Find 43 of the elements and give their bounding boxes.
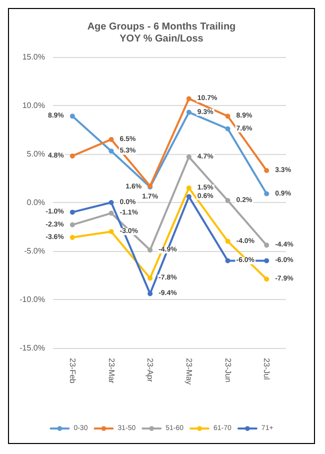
x-tick-label: 23-May	[184, 358, 194, 385]
y-tick-label: 0.0%	[26, 198, 45, 207]
point	[108, 210, 114, 216]
point	[148, 248, 153, 253]
x-tick-label: 23-Mar	[106, 358, 116, 384]
point	[70, 210, 75, 215]
point	[225, 258, 230, 264]
point	[186, 194, 192, 200]
chart-title: Age Groups - 6 Months Trailing	[87, 22, 236, 32]
x-tick-label: 23-Jun	[223, 358, 232, 382]
point	[264, 242, 270, 248]
point	[70, 234, 75, 240]
point	[108, 229, 114, 234]
point	[70, 222, 75, 228]
point	[225, 126, 230, 132]
y-tick-label: -5.0%	[24, 246, 45, 256]
point	[186, 110, 192, 115]
x-tick-label: 23-Apr	[146, 358, 155, 382]
point	[225, 114, 230, 119]
x-tick-label: 23-Feb	[68, 358, 77, 384]
point	[264, 168, 270, 173]
x-tick-label: 23-Jul	[262, 358, 272, 380]
y-tick-label: -10.0%	[20, 295, 45, 304]
point	[148, 291, 153, 296]
point	[225, 238, 230, 244]
point	[264, 276, 270, 282]
y-tick-label: -15.0%	[20, 344, 45, 352]
point	[148, 276, 153, 281]
point	[108, 136, 114, 142]
point	[264, 191, 270, 196]
point	[186, 154, 192, 160]
point	[108, 200, 114, 205]
point	[264, 258, 270, 264]
y-tick-label: 10.0%	[22, 101, 45, 110]
y-tick-label: 5.0%	[26, 150, 45, 158]
point	[225, 198, 230, 204]
chart-subtitle: YOY % Gain/Loss	[120, 34, 204, 44]
point	[70, 114, 75, 119]
point	[186, 185, 192, 190]
y-tick-label: 15.0%	[22, 52, 45, 62]
point	[70, 153, 75, 158]
point	[108, 148, 114, 154]
point	[186, 96, 192, 102]
